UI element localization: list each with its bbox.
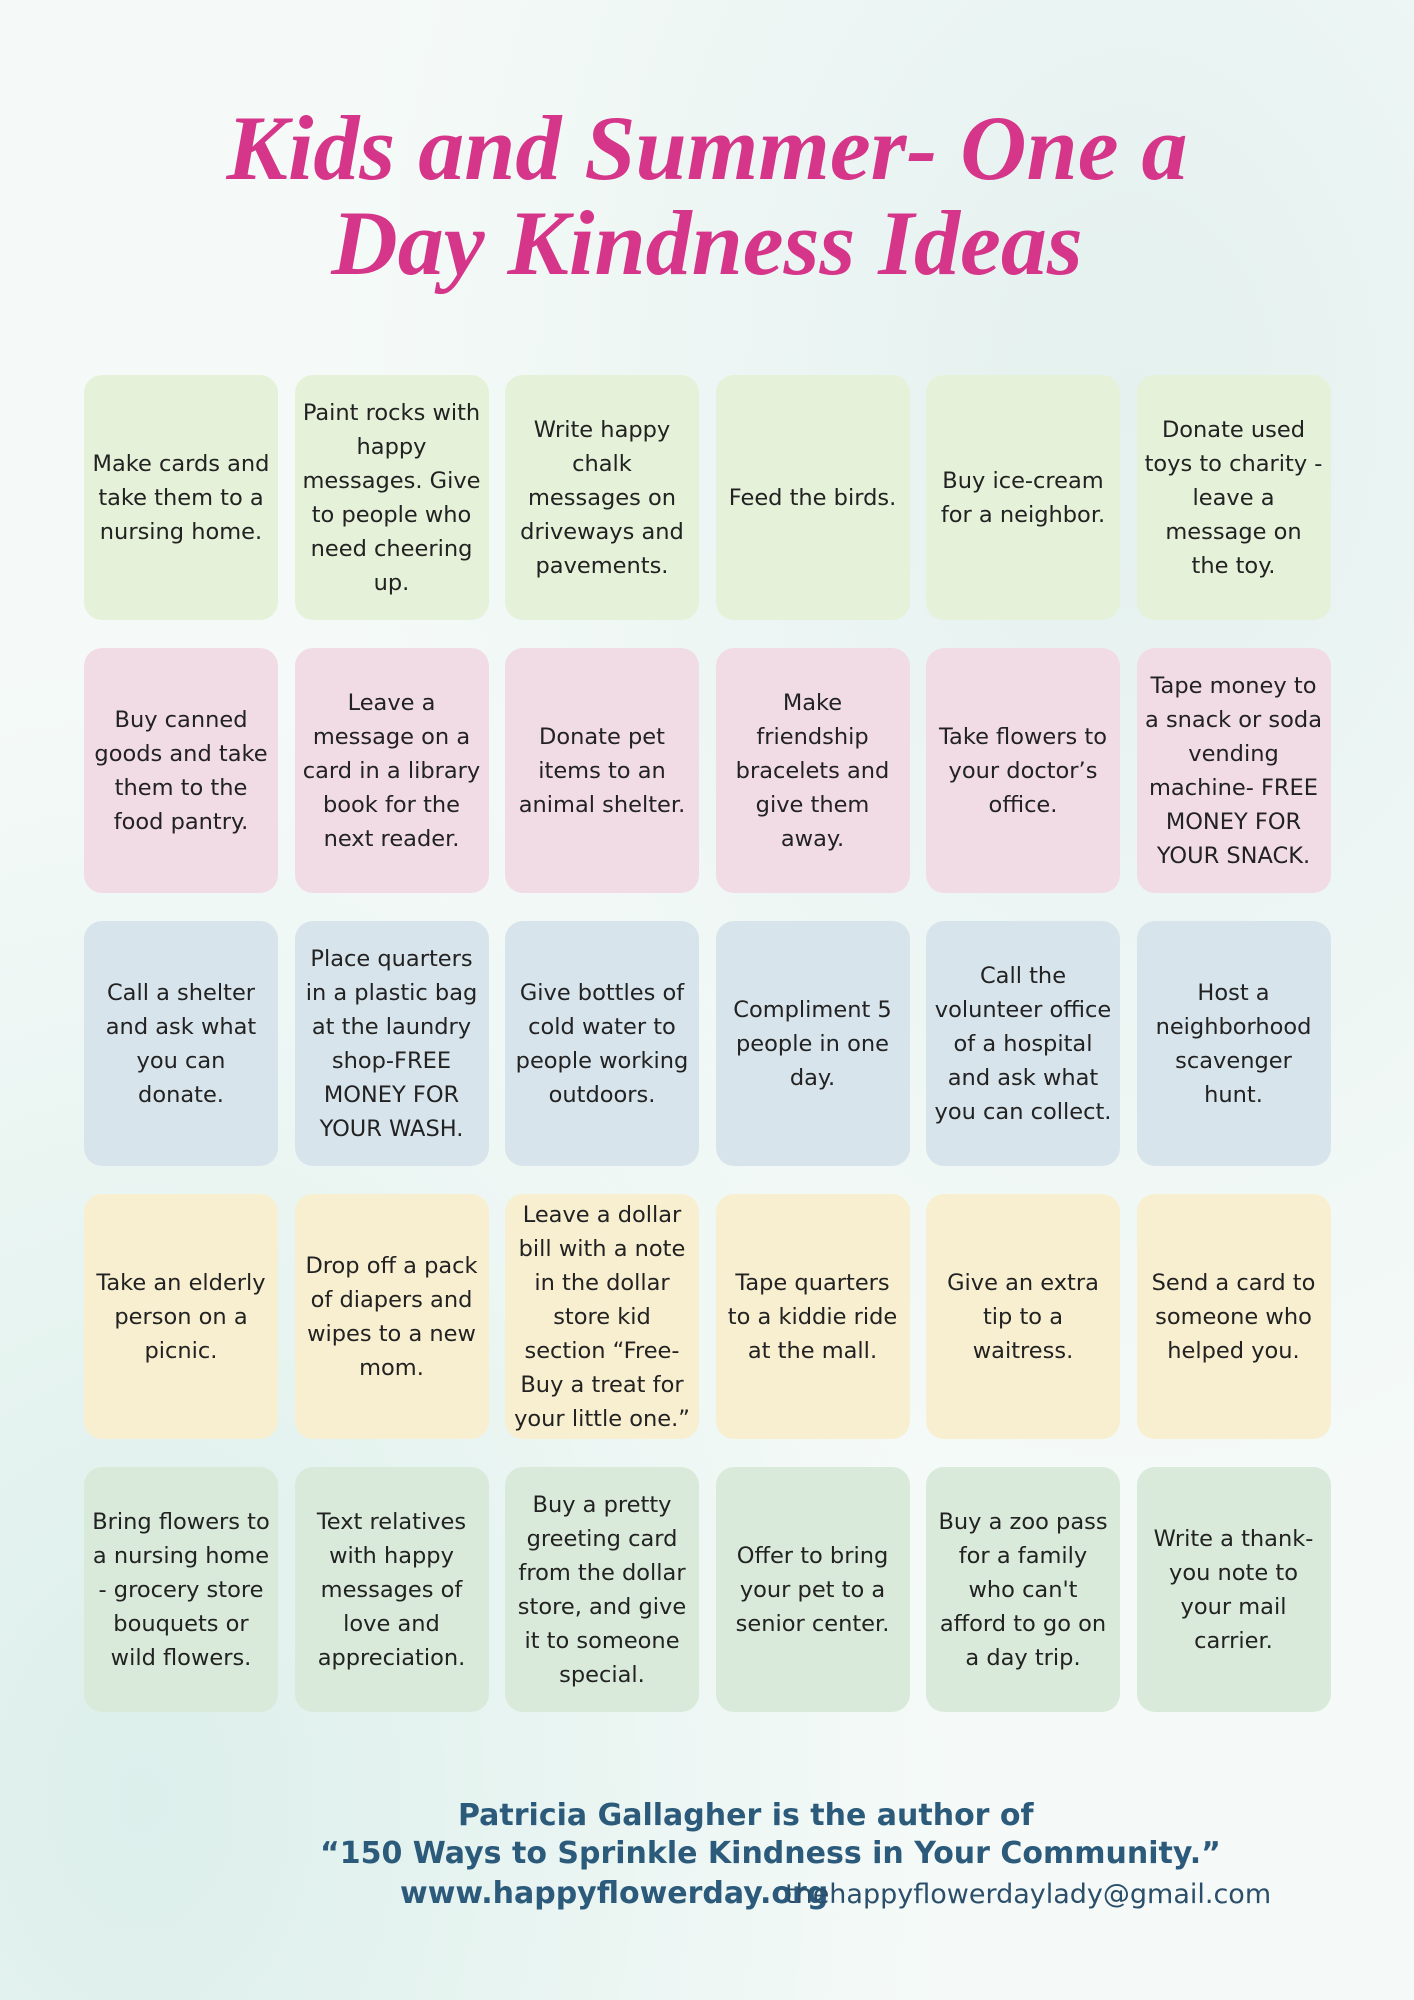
idea-card: Buy canned goods and take them to the fo… [84,648,278,893]
idea-card: Send a card to someone who helped you. [1136,1194,1331,1439]
idea-card: Call the volunteer office of a hospital … [926,921,1120,1166]
idea-card: Buy a pretty greeting card from the doll… [505,1467,699,1712]
idea-card: Text relatives with happy messages of lo… [294,1467,489,1712]
idea-card: Paint rocks with happy messages. Give to… [294,375,489,620]
idea-card: Give an extra tip to a waitress. [926,1194,1120,1439]
idea-card: Write happy chalk messages on driveways … [505,375,699,620]
footer-author: Patricia Gallagher is the author of [458,1798,1034,1833]
idea-card: Compliment 5 people in one day. [715,921,910,1166]
footer-email: thehappyflowerdaylady@gmail.com [785,1879,1272,1910]
idea-card: Write a thank-you note to your mail carr… [1136,1467,1331,1712]
idea-card: Donate pet items to an animal shelter. [505,648,699,893]
idea-card: Call a shelter and ask what you can dona… [84,921,278,1166]
idea-card: Tape money to a snack or soda vending ma… [1136,648,1331,893]
idea-card: Bring flowers to a nursing home - grocer… [84,1467,278,1712]
idea-card: Leave a message on a card in a library b… [294,648,489,893]
idea-card: Host a neighborhood scavenger hunt. [1136,921,1331,1166]
idea-card: Place quarters in a plastic bag at the l… [294,921,489,1166]
idea-card: Give bottles of cold water to people wor… [505,921,699,1166]
idea-card: Take an elderly person on a picnic. [84,1194,278,1439]
idea-card: Feed the birds. [715,375,910,620]
idea-card: Offer to bring your pet to a senior cent… [715,1467,910,1712]
footer-website: www.happyflowerday.org [400,1876,829,1911]
title-line: Kids and Summer- One a [226,97,1188,199]
title-line: Day Kindness Ideas [331,192,1083,294]
idea-card: Leave a dollar bill with a note in the d… [505,1194,699,1439]
idea-card: Take flowers to your doctor’s office. [926,648,1120,893]
footer-book: “150 Ways to Sprinkle Kindness in Your C… [320,1836,1221,1871]
idea-card: Drop off a pack of diapers and wipes to … [294,1194,489,1439]
idea-card: Buy a zoo pass for a family who can't af… [926,1467,1120,1712]
idea-card: Donate used toys to charity - leave a me… [1136,375,1331,620]
idea-card: Make cards and take them to a nursing ho… [84,375,278,620]
idea-card: Tape quarters to a kiddie ride at the ma… [715,1194,910,1439]
idea-card: Make friendship bracelets and give them … [715,648,910,893]
idea-card: Buy ice-cream for a neighbor. [926,375,1120,620]
